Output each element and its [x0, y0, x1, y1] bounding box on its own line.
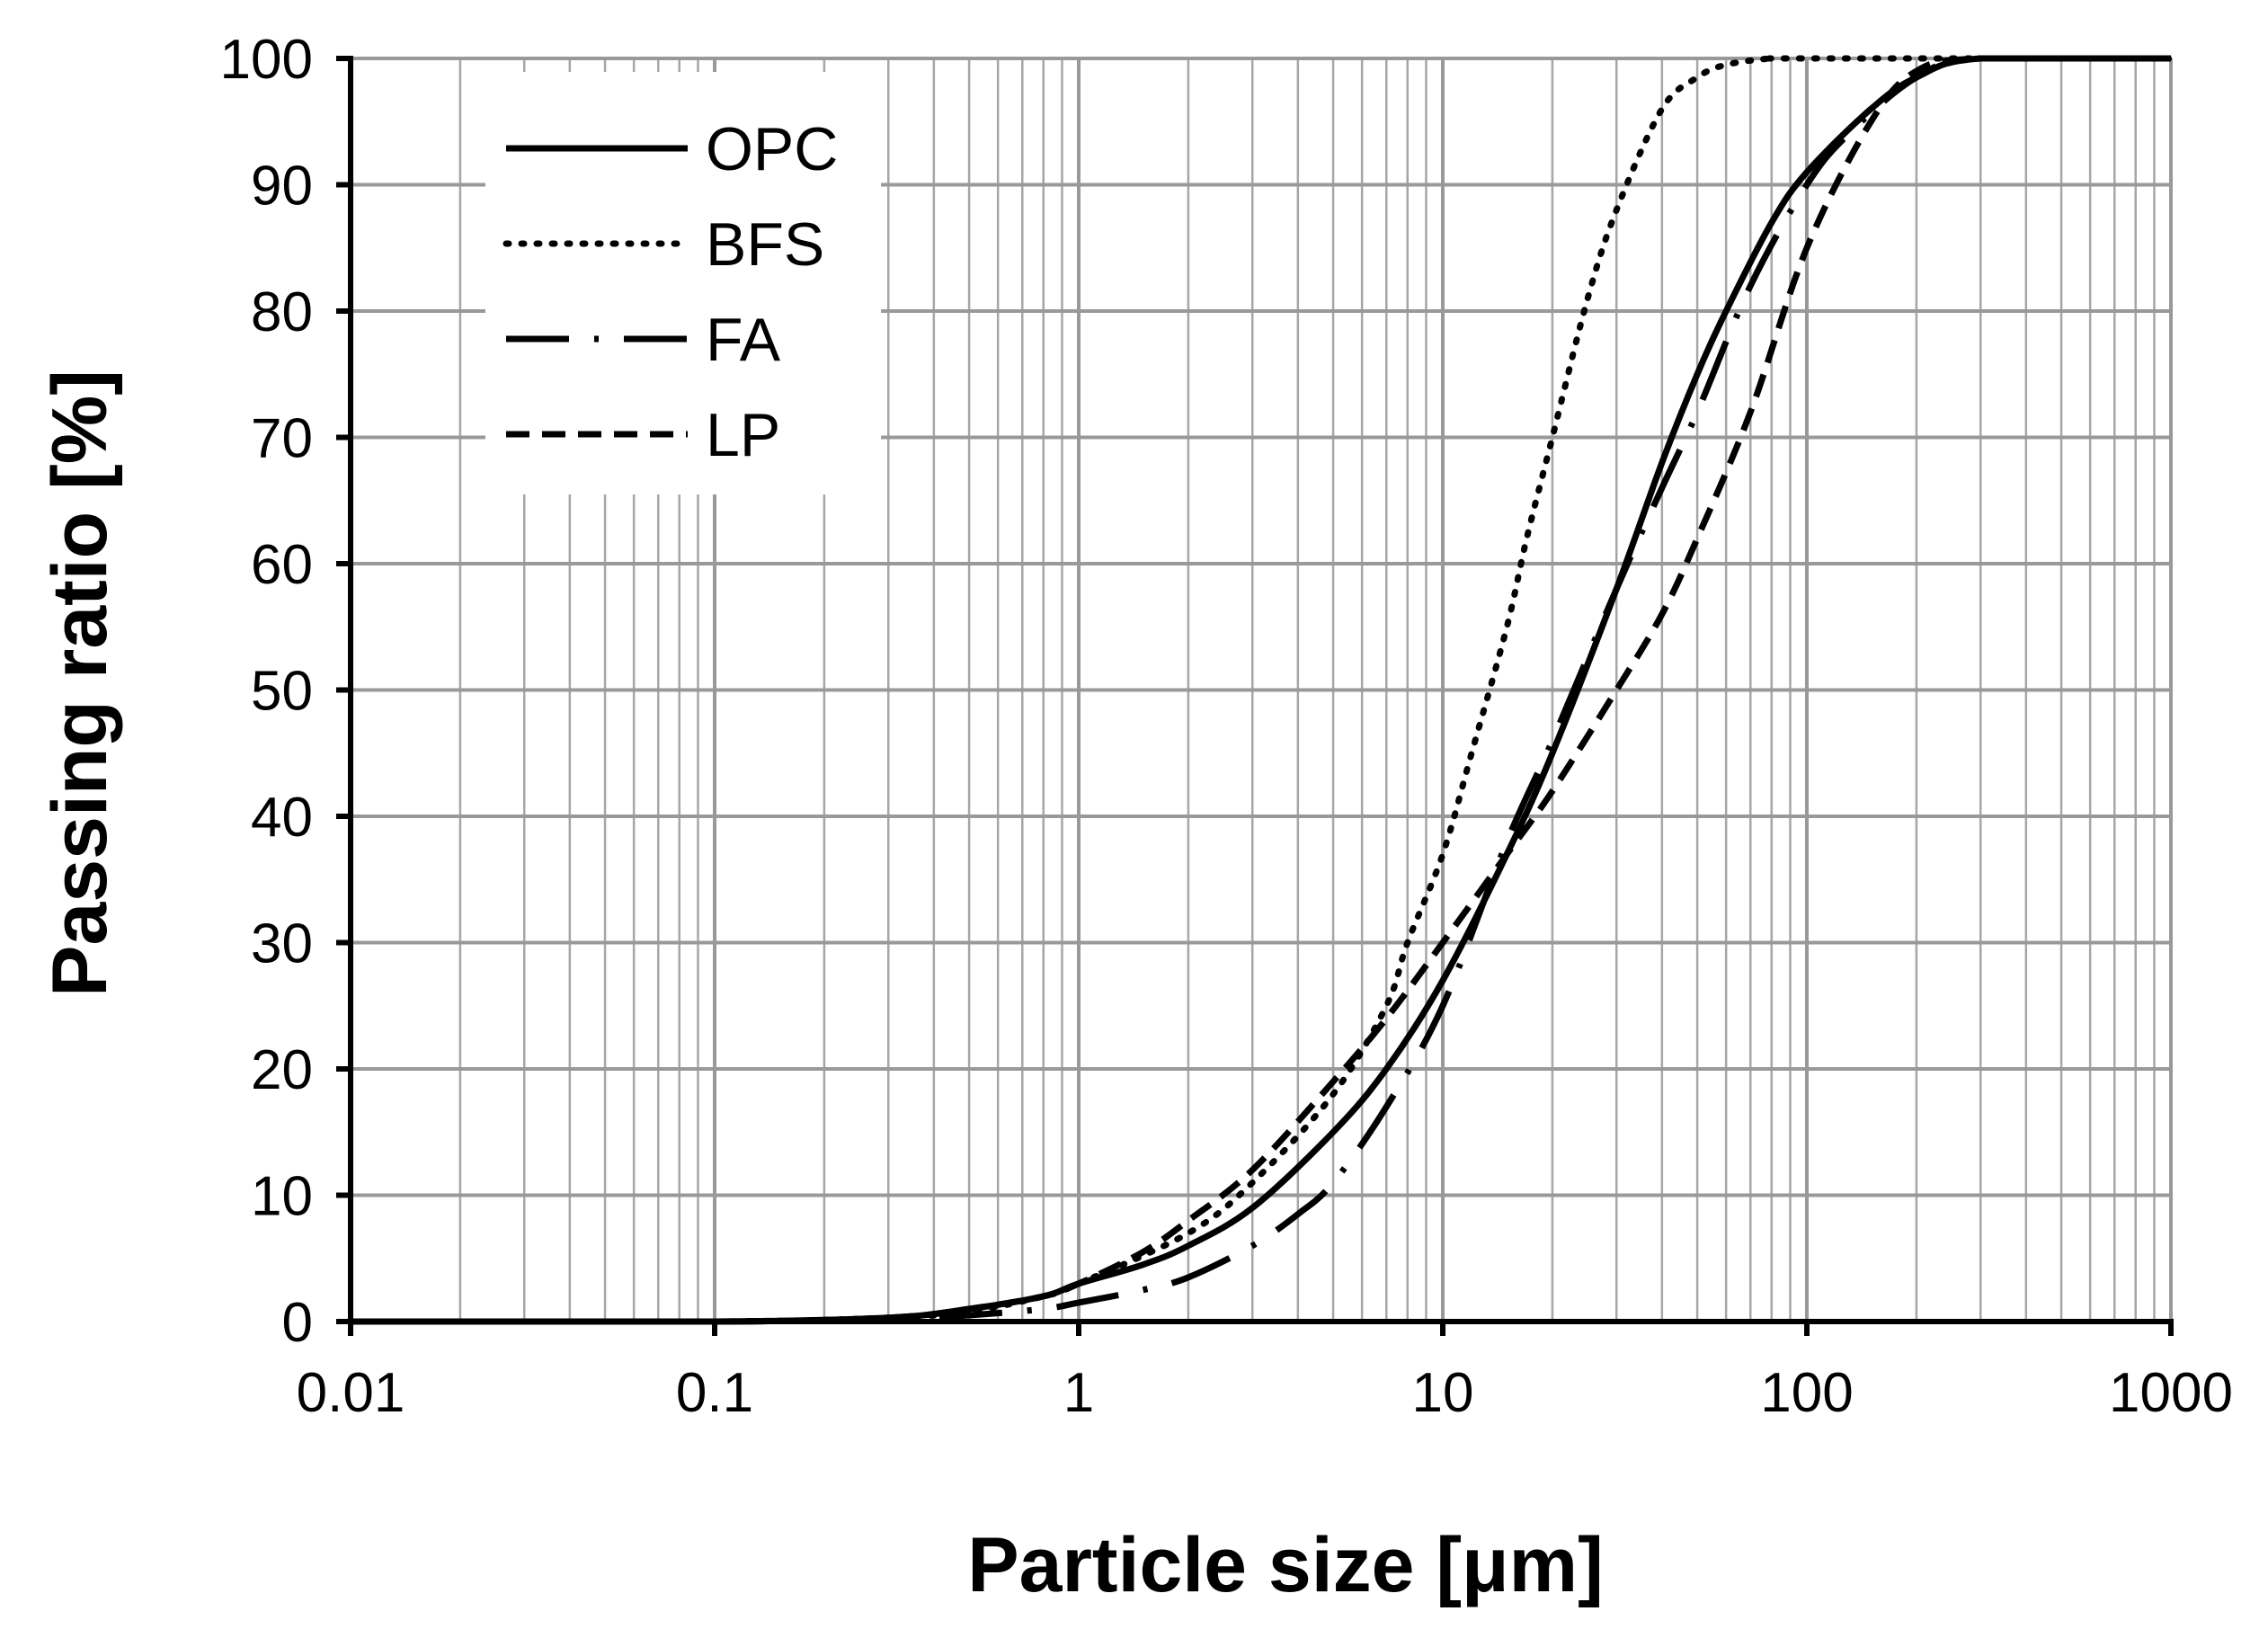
series-line-lp — [351, 55, 2171, 1325]
legend-label-lp: LP — [706, 401, 780, 469]
legend-box — [485, 72, 881, 494]
x-tick-label: 100 — [1760, 1362, 1853, 1424]
legend-label-opc: OPC — [706, 115, 838, 183]
x-axis-title: Particle size [μm] — [967, 1522, 1603, 1608]
y-tick-label: 10 — [251, 1166, 313, 1228]
y-tick-label: 80 — [251, 281, 313, 343]
y-tick-label: 50 — [251, 661, 313, 723]
x-tick-label: 0.01 — [297, 1362, 405, 1424]
y-axis-title: Passing ratio [%] — [37, 369, 123, 997]
legend-label-fa: FA — [706, 306, 781, 374]
x-tick-label: 1 — [1063, 1362, 1094, 1424]
y-tick-label: 30 — [251, 913, 313, 975]
legend: OPC BFS FA LP — [485, 72, 881, 494]
series-lines — [347, 55, 2175, 1325]
y-tick-label: 20 — [251, 1039, 313, 1101]
legend-label-bfs: BFS — [706, 210, 824, 279]
y-tick-label: 0 — [282, 1292, 313, 1354]
y-tick-label: 40 — [251, 787, 313, 849]
y-tick-label: 60 — [251, 534, 313, 596]
y-tick-label: 70 — [251, 408, 313, 470]
y-tick-label: 90 — [251, 156, 313, 218]
x-tick-label: 1000 — [2109, 1362, 2233, 1424]
axes — [336, 56, 2174, 1336]
x-tick-label: 0.1 — [676, 1362, 753, 1424]
series-line-fa — [351, 55, 2171, 1325]
x-tick-label: 10 — [1412, 1362, 1474, 1424]
y-tick-label: 100 — [220, 29, 313, 91]
tick-labels: 0 10 20 30 40 50 60 70 80 90 100 0.01 0.1 1 10 100 1000 — [220, 29, 2233, 1424]
